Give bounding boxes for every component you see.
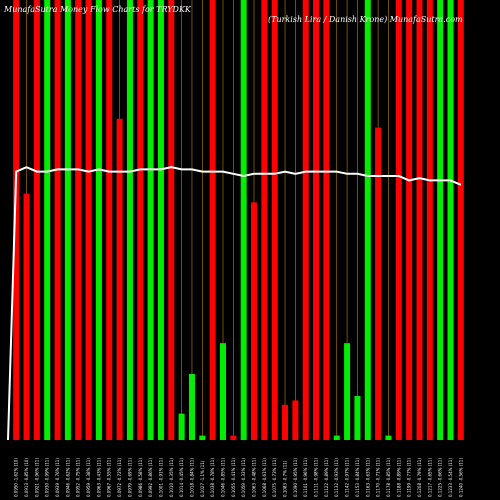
bar: [106, 0, 113, 440]
x-tick-label: 0.1083 -0.7% (11): [283, 460, 288, 497]
bar: [364, 0, 371, 440]
x-tick-label: 0.0972 -0.72% (11): [117, 458, 122, 497]
bar: [199, 435, 206, 440]
bar: [126, 0, 133, 440]
bar: [313, 0, 320, 440]
grid-lines: [15, 0, 462, 440]
bar: [437, 0, 444, 440]
bar: [75, 0, 82, 440]
x-tick-label: 0.1225 -0.66% (11): [438, 458, 443, 497]
x-tick-label: 0.1240 -0.56% (11): [458, 458, 463, 497]
bar: [54, 0, 61, 440]
bar: [271, 0, 278, 440]
bar: [13, 0, 20, 440]
bar: [426, 0, 433, 440]
x-tick-label: 0.1001 -0.91% (11): [158, 458, 163, 497]
series-line: [7, 166, 462, 441]
x-tick-label: 0.1101 -0.96% (11): [303, 458, 308, 497]
x-tick-label: 0.0967 -0.55% (11): [107, 458, 112, 497]
x-tick-label: 0.0921 -0.96% (11): [34, 458, 39, 497]
bar: [333, 435, 340, 440]
x-tick-label: 0.0979 -0.69% (11): [127, 458, 132, 497]
x-tick-label: 0.1122 -0.89% (11): [324, 458, 329, 497]
x-tick-label: 0.0950 -1.62% (10): [14, 458, 19, 497]
x-tick-label: 0.1188 -0.89% (11): [396, 458, 401, 497]
moving-average-line: [7, 166, 462, 441]
x-tick-label: 0.1142 -0.97% (11): [345, 458, 350, 497]
x-tick-label: 0.0939 -0.76% (11): [55, 458, 60, 497]
x-tick-label: 0.1199 -0.77% (11): [407, 458, 412, 497]
x-tick-label: 0.1014 -0.45% (11): [179, 458, 184, 497]
bar: [147, 0, 154, 440]
bar: [44, 0, 51, 440]
bar: [33, 0, 40, 440]
x-tick-labels: 0.0950 -1.62% (10) 0.0913 -0.85% (10) 0.09…: [14, 458, 464, 497]
bar: [282, 404, 289, 440]
bar: [168, 0, 175, 440]
bar: [323, 0, 330, 440]
x-tick-label: 0.0963 -0.43% (11): [96, 458, 101, 497]
x-tick-label: 0.0930 -0.99% (11): [45, 458, 50, 497]
x-tick-label: 0.1038 -0.78% (11): [210, 458, 215, 497]
chart-title: MunafaSutra Money Flow Charts for TRYDKK: [3, 5, 192, 14]
x-tick-label: 0.1010 -0.35% (11): [169, 458, 174, 497]
bar: [416, 0, 423, 440]
x-tick-label: 0.1059 -0.33% (11): [241, 458, 246, 497]
bar: [395, 0, 402, 440]
x-tick-label: 0.0992 -0.86% (11): [148, 458, 153, 497]
bar: [302, 0, 309, 440]
bar: [385, 435, 392, 440]
x-tick-label: 0.1111 -0.98% (11): [314, 458, 319, 497]
bar: [137, 0, 144, 440]
bar: [64, 0, 71, 440]
bar: [261, 0, 268, 440]
x-tick-label: 0.1208 -0.79% (11): [417, 458, 422, 497]
x-tick-label: 0.1178 -0.85% (11): [386, 458, 391, 497]
bar: [178, 413, 185, 440]
x-tick-label: 0.1018 -0.84% (11): [189, 458, 194, 497]
x-tick-label: 0.1090 -0.95% (11): [293, 458, 298, 497]
bar: [344, 343, 351, 440]
x-tick-label: 0.1170 -0.71% (11): [376, 458, 381, 497]
bar: [157, 0, 164, 440]
bar: [85, 0, 92, 440]
x-tick-label: 0.1063 -0.48% (11): [252, 458, 257, 497]
x-tick-label: 0.0959 -0.38% (11): [86, 458, 91, 497]
x-tick-label: 0.1046 -0.85% (11): [220, 458, 225, 497]
bar: [23, 193, 30, 440]
bar: [209, 0, 216, 440]
bar: [447, 0, 454, 440]
bar: [375, 127, 382, 440]
x-tick-label: 0.1233 -0.54% (11): [448, 458, 453, 497]
x-tick-label: 0.1075 -0.73% (11): [272, 458, 277, 497]
x-tick-label: 0.1027 -1.1% (11): [200, 460, 205, 497]
x-tick-label: 0.0952 -0.75% (11): [76, 458, 81, 497]
bar: [240, 0, 247, 440]
x-tick-label: 0.1068 -0.61% (11): [262, 458, 267, 497]
bar: [219, 343, 226, 440]
bar: [457, 0, 464, 440]
bar: [188, 374, 195, 440]
x-tick-label: 0.1153 -0.84% (11): [355, 458, 360, 497]
bar: [354, 396, 361, 440]
bar: [406, 0, 413, 440]
bar: [95, 0, 102, 440]
x-tick-label: 0.0913 -0.85% (10): [24, 458, 29, 497]
chart-subtitle: (Turkish Lira / Danish Krone) MunafaSutr…: [268, 15, 463, 24]
bars: [13, 0, 464, 441]
x-tick-label: 0.1217 -0.65% (11): [427, 458, 432, 497]
x-tick-label: 0.1055 -0.41% (11): [231, 458, 236, 497]
x-tick-label: 0.0986 -0.58% (11): [138, 458, 143, 497]
x-tick-label: 0.0946 -0.62% (11): [65, 458, 70, 497]
bar: [230, 435, 237, 440]
x-tick-label: 0.1163 -0.63% (11): [365, 458, 370, 497]
bar: [251, 202, 258, 440]
bar: [292, 400, 299, 440]
bar: [116, 118, 123, 441]
x-tick-label: 0.1132 -0.93% (11): [334, 458, 339, 497]
